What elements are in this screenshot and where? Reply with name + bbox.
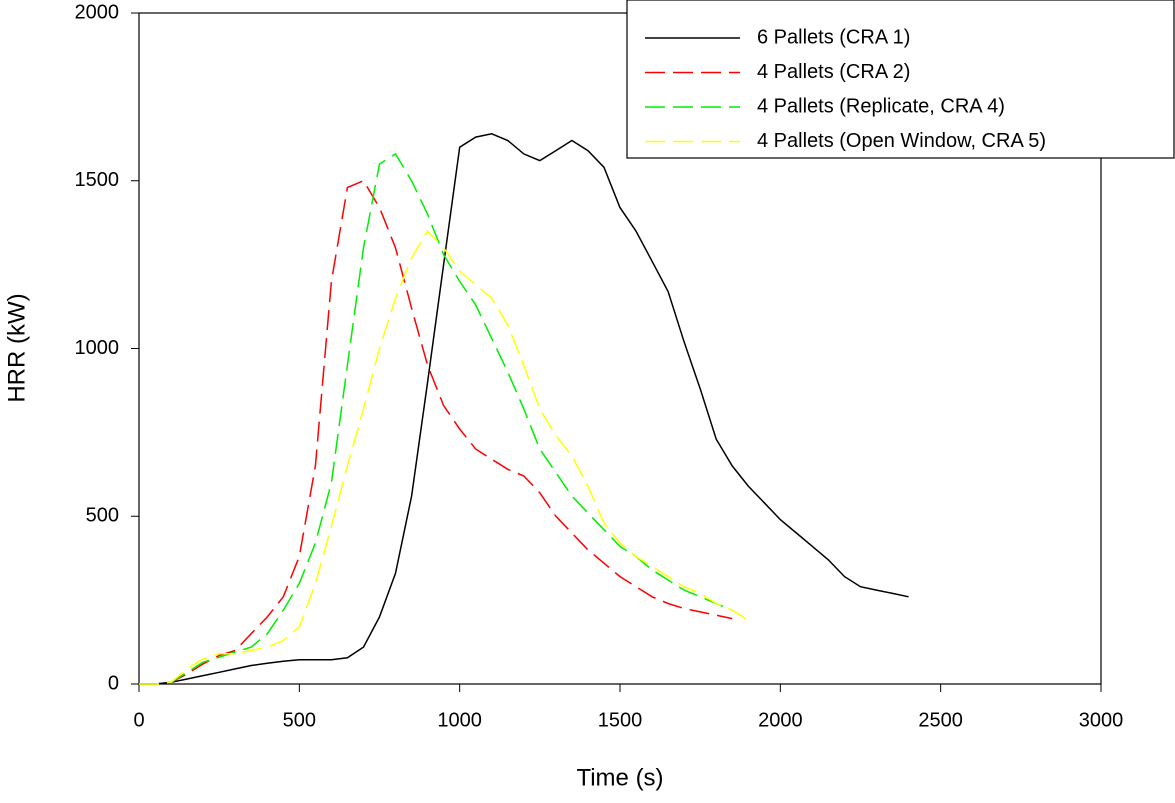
x-tick-label: 0 — [133, 709, 144, 731]
legend-label: 6 Pallets (CRA 1) — [757, 26, 910, 48]
legend-box — [626, 0, 1175, 159]
x-tick-label: 500 — [283, 709, 316, 731]
series-line — [139, 229, 749, 685]
y-tick-label: 2000 — [75, 1, 120, 23]
y-axis-title: HRR (kW) — [3, 293, 30, 402]
legend-label: 4 Pallets (Replicate, CRA 4) — [757, 95, 1005, 117]
x-tick-label: 1000 — [437, 709, 482, 731]
x-tick-label: 2500 — [918, 709, 963, 731]
y-tick-label: 0 — [108, 672, 119, 694]
series-line — [139, 152, 733, 685]
legend-label: 4 Pallets (Open Window, CRA 5) — [757, 130, 1046, 152]
series-line — [139, 179, 733, 685]
y-tick-label: 500 — [86, 505, 119, 527]
legend-label: 4 Pallets (CRA 2) — [757, 61, 910, 83]
x-tick-label: 3000 — [1079, 709, 1124, 731]
series-line — [139, 133, 909, 685]
x-tick-label: 2000 — [758, 709, 803, 731]
y-tick-label: 1500 — [75, 169, 120, 191]
x-tick-label: 1500 — [598, 709, 643, 731]
x-axis-title: Time (s) — [576, 764, 663, 791]
y-tick-label: 1000 — [75, 337, 120, 359]
